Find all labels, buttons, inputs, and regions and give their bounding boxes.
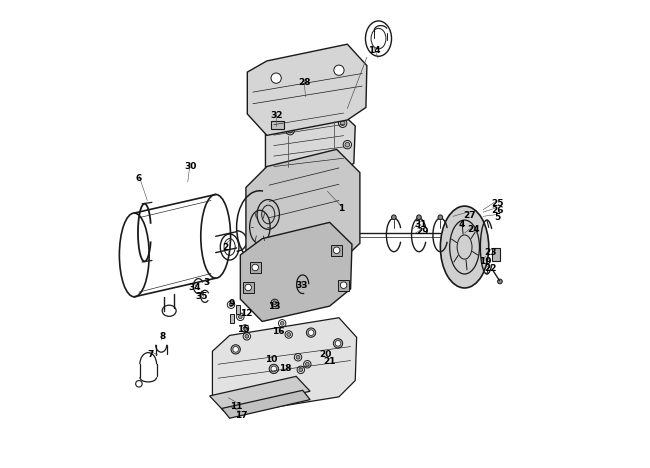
Text: 25: 25 [491,199,503,208]
Text: 19: 19 [479,257,492,266]
Ellipse shape [441,206,489,288]
Text: 30: 30 [184,162,196,171]
Text: 6: 6 [136,174,142,183]
Text: 1: 1 [338,204,344,213]
Text: 29: 29 [417,227,429,236]
Circle shape [243,327,247,330]
Text: 14: 14 [367,46,380,55]
Text: 20: 20 [318,351,332,359]
Text: 24: 24 [467,225,480,234]
Text: 22: 22 [484,264,497,273]
Text: 4: 4 [459,220,465,229]
Circle shape [287,333,291,336]
Circle shape [308,330,314,336]
Circle shape [273,301,277,305]
Circle shape [271,366,277,372]
Circle shape [231,345,240,354]
Text: 7: 7 [148,351,154,359]
Polygon shape [247,44,367,135]
Text: 16: 16 [272,327,285,336]
Bar [250,262,261,273]
Circle shape [333,339,343,348]
Text: 11: 11 [230,402,243,410]
Circle shape [334,65,344,75]
Bar [229,314,234,323]
Circle shape [296,355,300,359]
Text: 34: 34 [188,283,201,292]
Circle shape [417,215,421,219]
Circle shape [341,121,345,125]
Text: 3: 3 [203,278,209,287]
Circle shape [252,264,259,271]
Circle shape [271,73,281,83]
Text: 35: 35 [196,292,208,301]
Text: 18: 18 [280,365,292,373]
Polygon shape [265,106,356,187]
Polygon shape [240,222,352,322]
Bar [491,248,500,261]
Circle shape [306,362,309,366]
Bar [242,282,254,293]
Circle shape [306,328,316,337]
Circle shape [335,341,341,346]
Text: 10: 10 [265,355,278,364]
Bar [338,279,349,291]
Bar [270,121,283,129]
Text: 17: 17 [235,411,248,420]
Text: 32: 32 [270,111,282,120]
Circle shape [498,279,502,284]
Circle shape [233,347,239,352]
Bar [331,245,342,256]
Circle shape [245,335,249,338]
Text: 28: 28 [298,78,310,88]
Text: 2: 2 [222,243,228,252]
Text: 9: 9 [229,299,235,308]
Circle shape [341,282,347,288]
Circle shape [288,128,292,133]
Circle shape [345,142,350,147]
Text: 12: 12 [240,308,252,318]
Bar [236,305,240,314]
Circle shape [299,368,303,372]
Polygon shape [222,390,310,418]
Polygon shape [246,149,360,278]
Text: 13: 13 [268,301,280,311]
Circle shape [229,303,233,307]
Text: 15: 15 [237,325,250,334]
Text: 21: 21 [324,358,336,366]
Circle shape [239,315,242,319]
Text: 5: 5 [494,213,500,222]
Polygon shape [213,318,357,415]
Text: 26: 26 [491,206,503,215]
Circle shape [269,364,278,373]
Circle shape [438,215,443,219]
Circle shape [391,215,396,219]
Circle shape [280,322,284,325]
Text: 8: 8 [159,332,165,341]
Text: 31: 31 [414,220,426,229]
Circle shape [317,117,322,121]
Text: 33: 33 [296,281,308,290]
Circle shape [245,284,252,291]
Text: 23: 23 [484,248,497,257]
Text: 27: 27 [463,211,476,220]
Polygon shape [209,376,310,411]
Circle shape [333,247,340,254]
